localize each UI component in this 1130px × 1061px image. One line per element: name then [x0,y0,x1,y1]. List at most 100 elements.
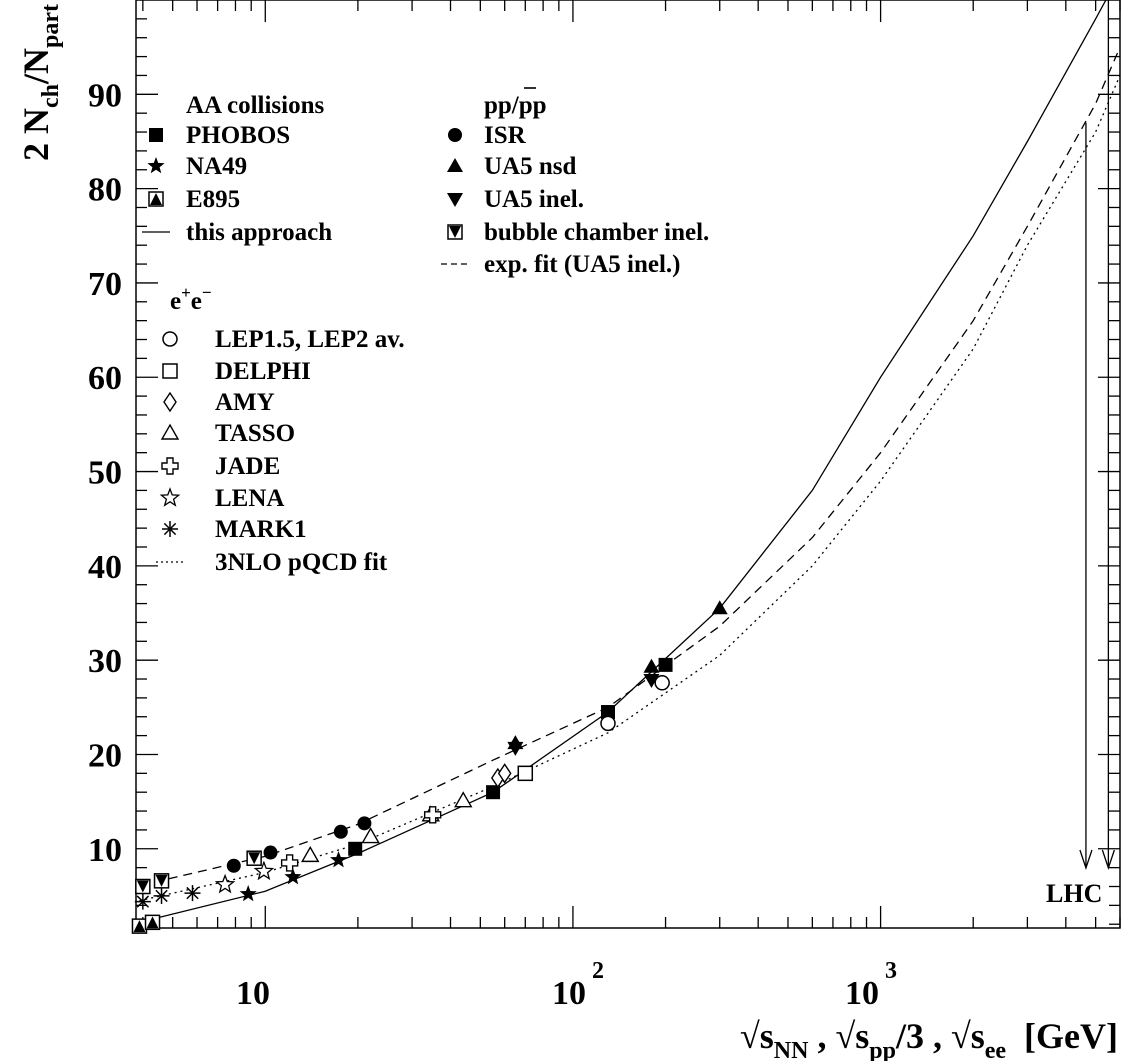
legend-label: E895 [186,186,240,213]
data-point-square-half-triangle-down [135,878,151,895]
y-tick-label: 50 [88,455,122,492]
data-point-triangle-up-filled [643,658,660,673]
legend-marker [162,521,178,537]
legend-title-pp: pp/pp [484,92,547,119]
data-point-cross-open [280,854,299,872]
data-point-square-filled [658,657,673,672]
legend-label: NA49 [186,153,247,180]
data-point-triangle-up-filled [711,600,728,615]
legend-marker [147,157,165,174]
data-point-circle-filled [357,816,372,831]
legend-marker [161,457,179,475]
data-point-square-filled [486,785,501,800]
legend-label: PHOBOS [186,122,290,149]
legend-label: TASSO [215,420,295,447]
y-tick-label: 30 [88,643,122,680]
data-point-triangle-open [361,827,380,844]
data-point-circle-filled [263,845,278,860]
data-point-square-half-triangle [131,918,148,934]
svg-text:10: 10 [552,975,586,1012]
data-point-circle-filled [333,824,348,839]
legend-entry: UA5 nsd [447,153,576,180]
legend-label: exp. fit (UA5 inel.) [484,251,681,278]
legend-entry: AMY [163,389,275,416]
svg-text:2: 2 [592,958,604,984]
legend-label: DELPHI [215,358,311,385]
y-tick-label: 10 [88,832,122,869]
legend-entry: UA5 inel. [447,186,584,213]
y-tick-labels: 10 20 30 40 50 60 70 80 90 [88,77,122,868]
legend: AA collisions pp/pp e+e− PHOBOS NA49 E895 t… [142,87,709,576]
lhc-label: LHC [1046,879,1102,908]
data-point-square-half-triangle-down [153,873,170,889]
legend-marker [448,128,462,142]
data-point-circle-open [600,715,616,732]
legend-entry: ISR [448,122,527,149]
data-point-diamond-open [497,763,512,784]
legend-label: bubble chamber inel. [484,219,709,246]
legend-marker [162,331,178,347]
legend-marker [447,224,463,240]
plot-frame [135,0,1121,929]
legend-entry: NA49 [147,153,247,180]
y-tick-label: 40 [88,549,122,586]
data-point-star-open [253,860,275,881]
legend-label: ISR [484,122,527,149]
lhc-arrow [1101,0,1115,871]
data-point-square-open [517,765,534,782]
y-tick-label: 90 [88,77,122,114]
legend-entry: LEP1.5, LEP2 av. [162,326,405,353]
y-tick-label: 70 [88,266,122,303]
data-point-square-half-triangle [144,914,161,931]
data-points [131,600,728,934]
legend-entry: exp. fit (UA5 inel.) [441,251,681,278]
y-tick-label: 80 [88,172,122,209]
data-point-star-filled [239,885,257,902]
data-point-asterisk [153,887,170,904]
x-tick-label-100: 10 2 [552,958,604,1012]
data-point-triangle-down-filled [643,673,660,688]
data-point-star-filled [330,851,348,868]
data-point-square-filled [348,841,363,856]
data-point-triangle-down-filled [507,741,524,756]
legend-label: JADE [215,453,280,480]
legend-title-ee: e+e− [170,283,212,315]
legend-label: LEP1.5, LEP2 av. [215,326,405,353]
data-point-star-filled [284,868,302,885]
axis-ticks [136,0,1121,928]
legend-entry: TASSO [160,420,295,447]
x-tick-label-10: 10 [236,975,270,1012]
data-point-circle-filled [226,858,241,873]
legend-marker [149,128,163,142]
legend-entry: 3NLO pQCD fit [156,549,388,576]
legend-marker [162,363,178,379]
legend-entry: MARK1 [162,516,307,543]
lhc-arrow [1079,122,1093,871]
data-point-triangle-open [454,791,473,808]
legend-marker [160,423,180,440]
legend-label: LENA [215,485,284,512]
legend-entry: JADE [161,453,280,480]
data-point-star-open [214,873,236,894]
data-point-triangle-open [301,845,320,863]
legend-label: this approach [186,219,332,246]
legend-marker [163,391,177,413]
legend-entry: DELPHI [162,358,311,385]
legend-entry: PHOBOS [149,122,290,149]
legend-entry: bubble chamber inel. [447,219,709,246]
legend-label: MARK1 [215,516,307,543]
data-point-cross-open [423,806,442,824]
legend-label: UA5 nsd [484,153,576,180]
legend-entry: this approach [142,219,332,246]
legend-label: UA5 inel. [484,186,584,213]
legend-entry: LENA [159,485,284,512]
svg-text:3: 3 [885,958,897,984]
curve-dotted [139,75,1120,902]
x-tick-label-1000: 10 3 [845,958,897,1012]
y-axis-label: 2 Nch/Npart [16,4,64,161]
legend-marker [447,193,463,207]
legend-marker [148,191,164,207]
data-point-circle-open [654,675,670,691]
svg-text:10: 10 [845,975,879,1012]
legend-entry: E895 [148,186,240,213]
